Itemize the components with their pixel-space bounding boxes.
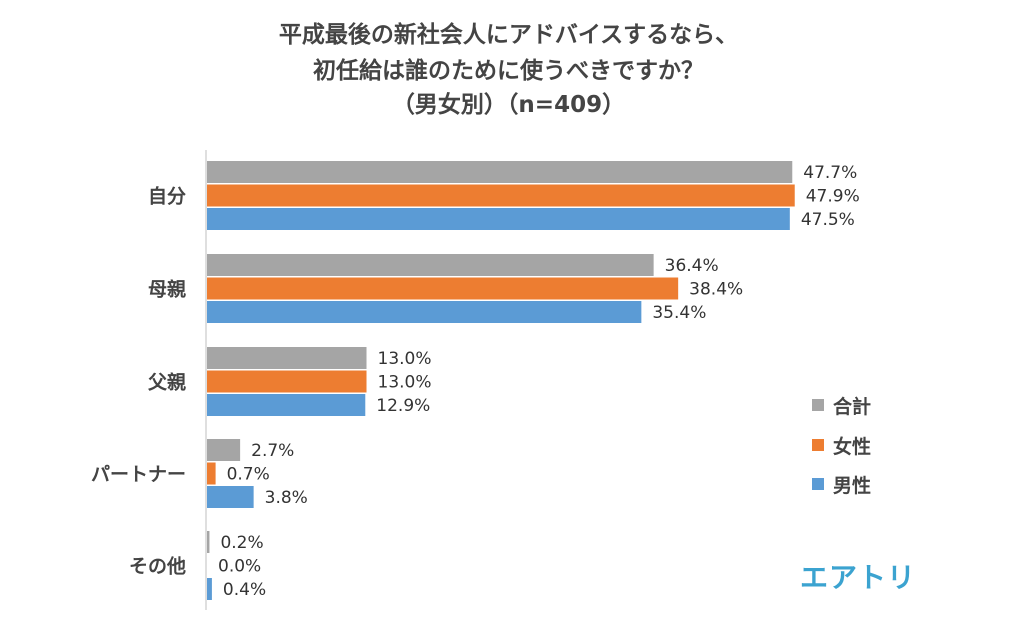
bar-合計-その他 — [207, 531, 210, 553]
bar-女性-パートナー — [207, 462, 216, 485]
legend-label: 合計 — [833, 395, 872, 418]
data-label: 3.8% — [265, 488, 308, 508]
category-label: 母親 — [148, 278, 186, 301]
data-label: 12.9% — [376, 396, 430, 416]
chart-title-line-3: （男女別）（n=409） — [391, 92, 626, 118]
legend-label: 男性 — [833, 474, 872, 497]
data-label: 0.2% — [220, 533, 263, 553]
category-label: その他 — [129, 555, 186, 578]
bar-男性-父親 — [207, 394, 366, 416]
bar-男性-自分 — [207, 208, 790, 230]
category-label: 父親 — [147, 371, 186, 394]
legend-swatch — [812, 399, 824, 411]
data-label: 0.0% — [218, 557, 261, 577]
category-label: パートナー — [91, 464, 186, 486]
data-label: 13.0% — [378, 373, 432, 393]
data-label: 0.4% — [223, 580, 266, 600]
airtrip-logo: エアトリ — [800, 561, 917, 594]
bar-女性-母親 — [207, 277, 679, 300]
bar-女性-父親 — [207, 370, 367, 393]
bar-合計-母親 — [207, 254, 654, 276]
legend-item: 合計 — [812, 393, 872, 418]
chart-title-line-2: 初任給は誰のために使うべきですか？ — [313, 58, 704, 84]
legend-swatch — [812, 439, 824, 451]
bar-男性-その他 — [207, 578, 212, 600]
legend-swatch — [812, 478, 824, 490]
bar-合計-自分 — [207, 161, 793, 183]
data-label: 47.5% — [801, 210, 855, 230]
data-label: 35.4% — [652, 303, 706, 323]
bar-男性-パートナー — [207, 486, 254, 508]
legend-label: 女性 — [833, 435, 872, 458]
bar-男性-母親 — [207, 301, 642, 323]
data-label: 38.4% — [689, 280, 743, 300]
legend-item: 男性 — [812, 472, 872, 497]
bar-合計-パートナー — [207, 439, 241, 461]
bar-女性-自分 — [207, 184, 795, 207]
data-label: 2.7% — [251, 441, 294, 461]
chart-title-line-1: 平成最後の新社会人にアドバイスするなら、 — [278, 22, 739, 48]
data-label: 47.9% — [806, 187, 860, 207]
bar-合計-父親 — [207, 347, 367, 369]
data-label: 36.4% — [665, 256, 719, 276]
data-label: 47.7% — [803, 163, 857, 183]
data-label: 13.0% — [378, 349, 432, 369]
legend-item: 女性 — [812, 433, 872, 458]
category-label: 自分 — [148, 185, 186, 208]
data-label: 0.7% — [227, 465, 270, 485]
